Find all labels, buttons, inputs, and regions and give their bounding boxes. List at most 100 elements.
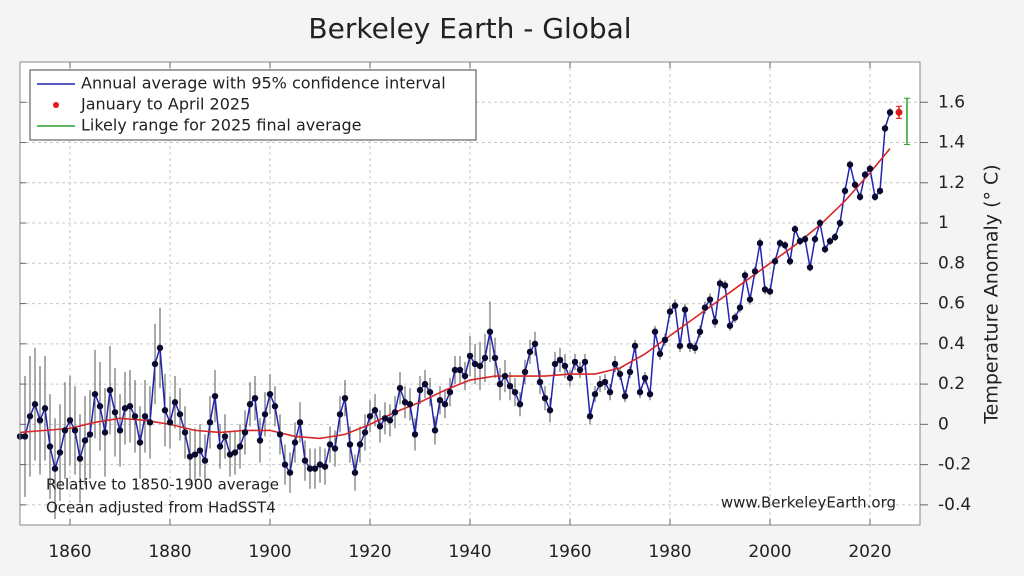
annual-marker: [596, 380, 604, 388]
x-tick-label: 2000: [748, 542, 791, 562]
annual-marker: [166, 419, 174, 426]
x-tick-label: 1860: [48, 542, 91, 562]
annual-marker: [341, 394, 349, 402]
annual-marker: [296, 419, 304, 426]
legend-box: [29, 69, 477, 141]
y-tick-label: 0.2: [938, 374, 965, 394]
annual-marker: [571, 358, 579, 366]
chart-title: Berkeley Earth - Global: [308, 12, 631, 45]
annual-marker: [711, 318, 719, 325]
annual-marker: [46, 443, 54, 450]
annual-marker: [151, 360, 159, 368]
annual-marker: [796, 237, 804, 245]
y-tick-label: 1.6: [938, 92, 965, 112]
trend-line: [19, 148, 891, 440]
annual-marker: [776, 239, 784, 247]
y-tick-label: 1.4: [938, 133, 965, 153]
annual-marker: [731, 314, 739, 321]
annotation: Ocean adjusted from HadSST4: [46, 499, 276, 517]
annual-marker: [516, 401, 524, 408]
annual-marker: [831, 233, 839, 241]
annual-marker: [766, 288, 774, 295]
annual-marker: [431, 427, 439, 434]
annual-marker: [476, 362, 484, 370]
annual-marker: [681, 306, 689, 313]
annual-marker: [441, 401, 449, 408]
annual-marker: [436, 396, 444, 404]
annual-marker: [611, 360, 619, 368]
annual-marker: [676, 342, 684, 350]
annual-marker: [881, 125, 889, 132]
annual-marker: [626, 368, 634, 376]
annual-marker: [496, 380, 504, 388]
annual-marker: [841, 187, 849, 195]
annual-marker: [836, 219, 844, 227]
annual-marker: [76, 455, 84, 462]
annual-marker: [736, 304, 744, 311]
annotation: www.BerkeleyEarth.org: [721, 494, 896, 512]
annual-marker: [811, 235, 819, 243]
annual-marker: [876, 187, 884, 195]
annual-marker: [101, 429, 109, 436]
annual-marker: [366, 413, 374, 420]
x-tick-label: 1960: [548, 542, 591, 562]
annual-marker: [206, 419, 214, 426]
annual-marker: [506, 382, 514, 390]
annual-marker: [761, 286, 769, 293]
annual-marker: [361, 429, 369, 436]
annual-marker: [501, 372, 509, 380]
y-tick-label: -0.2: [938, 455, 971, 475]
annual-marker: [691, 344, 699, 352]
annual-marker: [91, 390, 99, 398]
annual-marker: [131, 413, 139, 420]
annual-marker: [861, 171, 869, 178]
annual-marker: [816, 219, 824, 227]
annual-marker: [286, 469, 294, 476]
annotation: Relative to 1850-1900 average: [46, 476, 279, 494]
annual-marker: [786, 258, 794, 265]
y-tick-label: 0.8: [938, 253, 965, 273]
annual-marker: [156, 344, 164, 352]
annual-marker: [551, 360, 559, 368]
y-axis-label: Temperature Anomaly (° C): [981, 164, 1003, 424]
annual-marker: [721, 282, 729, 289]
annual-marker: [601, 378, 609, 386]
annual-marker: [346, 441, 354, 448]
annual-marker: [121, 405, 129, 412]
legend-label: Likely range for 2025 final average: [81, 116, 361, 135]
annual-marker: [136, 439, 144, 446]
annual-marker: [741, 272, 749, 279]
annual-marker: [466, 352, 474, 360]
annual-marker: [856, 193, 864, 201]
annual-marker: [706, 296, 714, 303]
annual-marker: [266, 390, 274, 398]
annual-marker: [456, 366, 464, 374]
annual-marker: [36, 417, 44, 424]
annual-marker: [451, 366, 459, 374]
legend: Annual average with 95% confidence inter…: [29, 69, 477, 141]
annual-marker: [461, 372, 469, 380]
annual-marker: [651, 328, 659, 335]
annual-marker: [291, 439, 299, 446]
annual-marker: [281, 461, 289, 468]
annual-marker: [616, 370, 624, 378]
annual-marker: [96, 403, 104, 410]
annual-marker: [581, 358, 589, 366]
annual-marker: [751, 268, 759, 275]
x-tick-label: 1980: [648, 542, 691, 562]
annual-marker: [646, 390, 654, 398]
annual-marker: [566, 374, 574, 382]
annual-marker: [221, 433, 229, 440]
annual-marker: [246, 401, 254, 408]
annual-marker: [211, 392, 219, 400]
annual-marker: [406, 401, 414, 408]
annual-marker: [491, 354, 499, 362]
annual-marker: [51, 465, 59, 472]
annual-marker: [196, 447, 204, 454]
annual-marker: [41, 405, 49, 412]
x-tick-label: 1880: [148, 542, 191, 562]
annual-marker: [256, 437, 264, 444]
annual-marker: [376, 423, 384, 430]
legend-swatch: [53, 102, 59, 108]
annual-marker: [231, 449, 239, 456]
